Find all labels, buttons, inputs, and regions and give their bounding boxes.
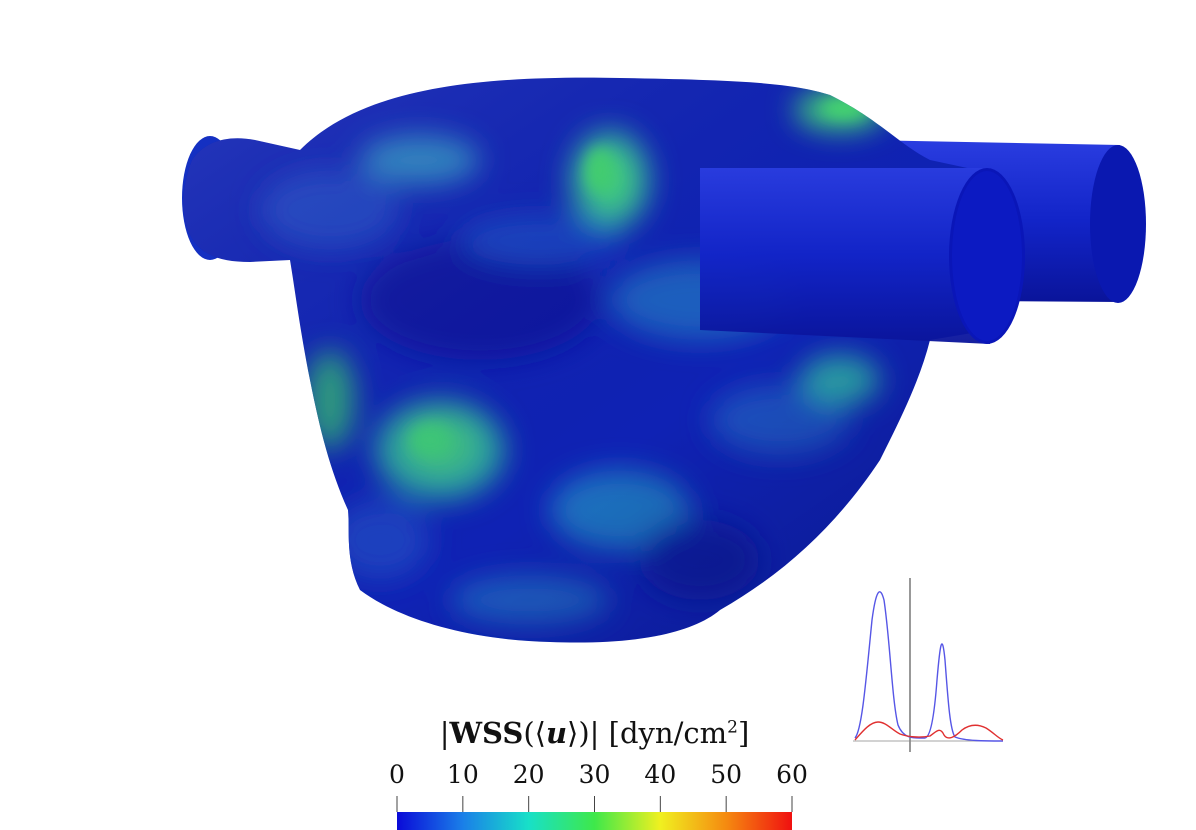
colorbar bbox=[396, 796, 793, 830]
colorbar-tick-label: 30 bbox=[578, 760, 611, 789]
colorbar-ticks bbox=[396, 796, 793, 812]
colorbar-tick-label: 60 bbox=[776, 760, 808, 789]
inset-series-blue bbox=[854, 591, 1004, 742]
colorbar-tick-label: 20 bbox=[512, 760, 545, 789]
front-outlet-tube bbox=[700, 168, 1025, 344]
colorbar-tick-label: 40 bbox=[644, 760, 677, 789]
atrium-surface bbox=[183, 77, 1001, 643]
colorbar-tick-label: 50 bbox=[710, 760, 743, 789]
inset-series-red bbox=[854, 721, 1004, 741]
colorbar-tick-label: 10 bbox=[446, 760, 479, 789]
inset-flow-plot bbox=[853, 578, 1004, 752]
colorbar-tick-label: 0 bbox=[389, 760, 405, 789]
colorbar-title: |WSS(⟨u⟩)| [dyn/cm2] bbox=[439, 716, 750, 750]
colorbar-gradient bbox=[397, 812, 792, 830]
